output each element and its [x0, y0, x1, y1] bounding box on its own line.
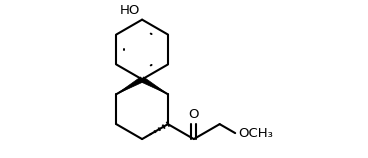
Polygon shape	[116, 77, 144, 94]
Text: HO: HO	[120, 4, 141, 17]
Text: O: O	[188, 108, 199, 122]
Text: OCH₃: OCH₃	[238, 127, 273, 140]
Polygon shape	[141, 77, 168, 94]
